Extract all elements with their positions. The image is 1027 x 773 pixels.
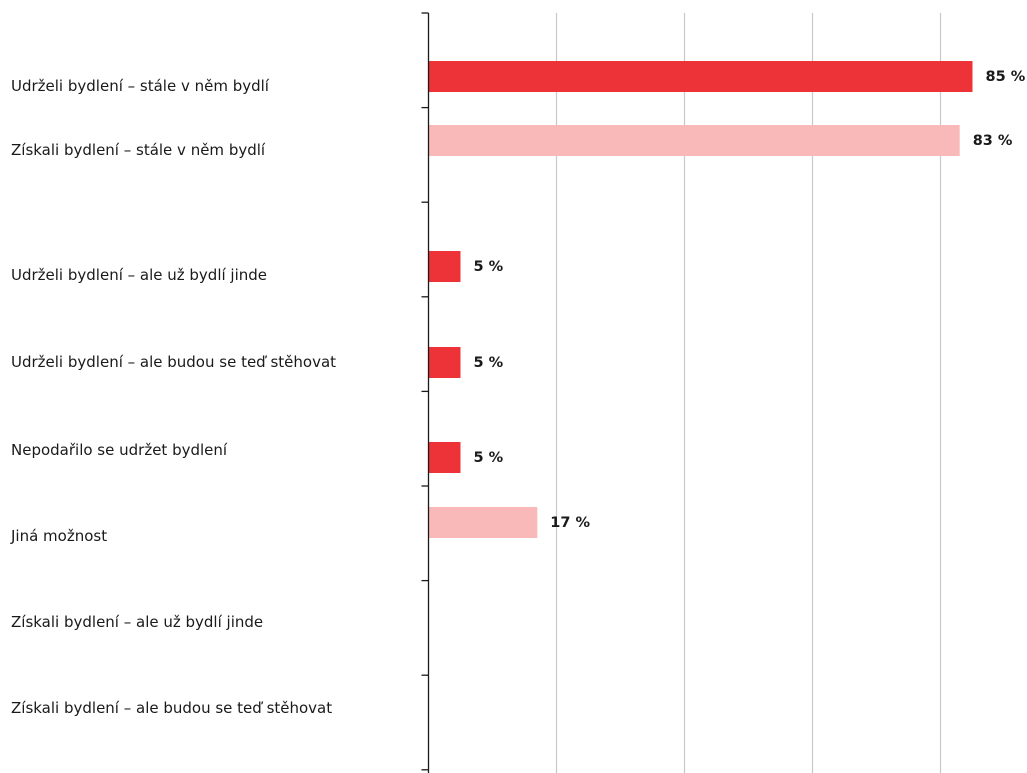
- category-label-8: Získali bydlení – ale budou se teď stěho…: [11, 699, 332, 717]
- y-axis: [421, 12, 430, 773]
- category-label-4: Udrželi bydlení – ale budou se teď stěho…: [11, 353, 336, 371]
- bar-6: [428, 507, 538, 538]
- category-label-7: Získali bydlení – ale už bydlí jinde: [11, 613, 263, 631]
- bar-5: [428, 442, 461, 473]
- category-label-1: Získali bydlení – stále v něm bydlí: [11, 141, 266, 159]
- bars: [428, 61, 973, 538]
- bar-0: [428, 61, 973, 92]
- bar-1: [428, 125, 960, 156]
- value-label-3: 5 %: [474, 259, 504, 275]
- category-label-0: Udrželi bydlení – stále v něm bydlí: [11, 77, 270, 95]
- bar-4: [428, 347, 461, 378]
- value-label-0: 85 %: [986, 69, 1026, 85]
- category-label-6: Jiná možnost: [10, 527, 107, 545]
- value-label-4: 5 %: [474, 355, 504, 371]
- value-labels: 85 % 5 % 5 % 5 % 83 % 17 %: [474, 69, 1026, 531]
- category-label-3: Udrželi bydlení – ale už bydlí jinde: [11, 266, 267, 284]
- category-labels: Udrželi bydlení – stále v něm bydlí Získa…: [10, 77, 336, 717]
- category-label-5: Nepodařilo se udržet bydlení: [11, 441, 228, 459]
- value-label-5: 5 %: [474, 450, 504, 466]
- value-label-6: 17 %: [550, 515, 590, 531]
- value-label-1: 83 %: [973, 133, 1013, 149]
- bar-3: [428, 251, 461, 282]
